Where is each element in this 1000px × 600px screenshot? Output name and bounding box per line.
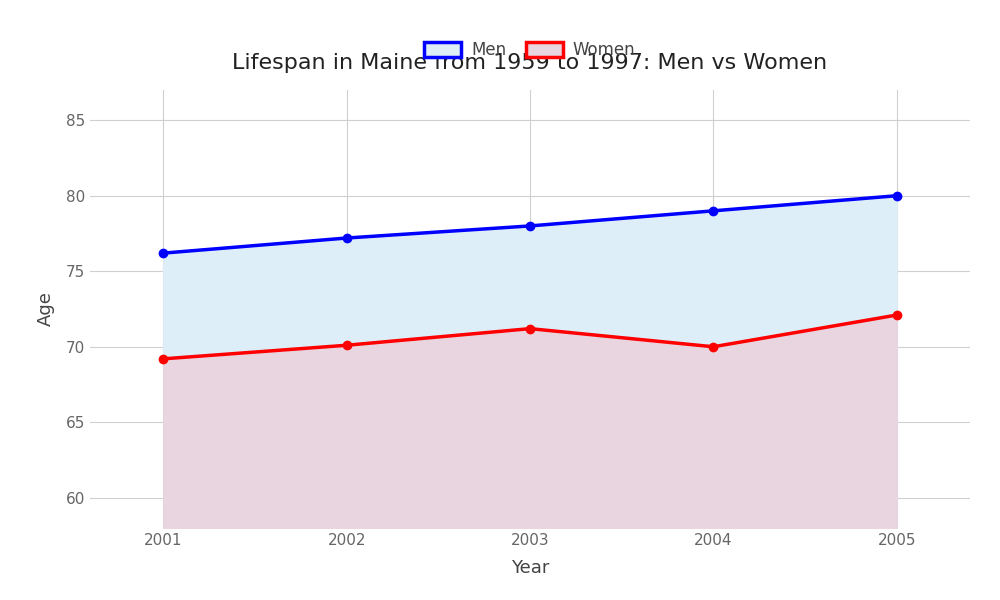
Title: Lifespan in Maine from 1959 to 1997: Men vs Women: Lifespan in Maine from 1959 to 1997: Men… xyxy=(232,53,828,73)
X-axis label: Year: Year xyxy=(511,559,549,577)
Y-axis label: Age: Age xyxy=(37,292,55,326)
Legend: Men, Women: Men, Women xyxy=(424,41,636,59)
